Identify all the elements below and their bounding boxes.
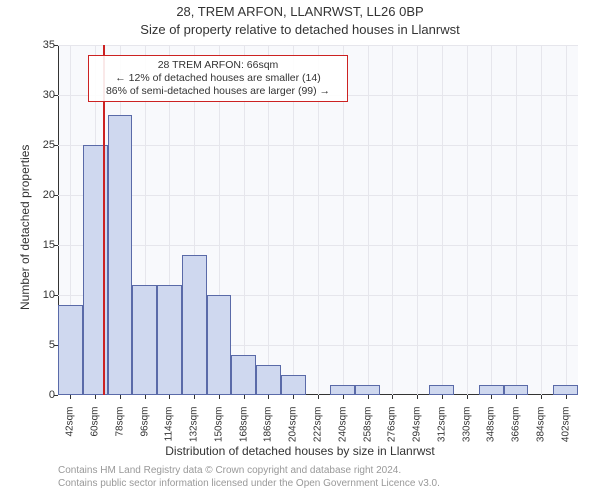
y-tick-mark (54, 395, 58, 396)
y-tick-mark (54, 195, 58, 196)
gridline-v (541, 45, 542, 395)
y-tick-mark (54, 95, 58, 96)
annotation-box: 28 TREM ARFON: 66sqm ← 12% of detached h… (88, 55, 348, 102)
histogram-bar (429, 385, 454, 395)
y-tick-mark (54, 145, 58, 146)
footer-line-1: Contains HM Land Registry data © Crown c… (58, 464, 578, 477)
histogram-bar (182, 255, 207, 395)
gridline-v (368, 45, 369, 395)
annotation-line-1: 28 TREM ARFON: 66sqm (95, 59, 341, 72)
plot-area: 28 TREM ARFON: 66sqm ← 12% of detached h… (58, 45, 578, 395)
gridline-v (491, 45, 492, 395)
histogram-bar (553, 385, 578, 395)
y-tick-mark (54, 245, 58, 246)
histogram-bar (231, 355, 256, 395)
y-tick-label: 5 (25, 339, 55, 351)
histogram-bar (108, 115, 133, 395)
annotation-line-3: 86% of semi-detached houses are larger (… (95, 85, 341, 98)
y-tick-mark (54, 345, 58, 346)
histogram-bar (157, 285, 182, 395)
histogram-bar (58, 305, 83, 395)
x-tick-mark (516, 395, 517, 399)
x-tick-mark (219, 395, 220, 399)
histogram-bar (479, 385, 504, 395)
chart-container: 28, TREM ARFON, LLANRWST, LL26 0BP Size … (0, 0, 600, 500)
y-tick-label: 0 (25, 389, 55, 401)
y-tick-label: 35 (25, 39, 55, 51)
gridline-v (467, 45, 468, 395)
histogram-bar (330, 385, 355, 395)
x-tick-mark (442, 395, 443, 399)
x-tick-mark (95, 395, 96, 399)
gridline-v (417, 45, 418, 395)
y-tick-label: 30 (25, 89, 55, 101)
x-tick-mark (417, 395, 418, 399)
x-tick-mark (70, 395, 71, 399)
y-tick-mark (54, 295, 58, 296)
x-tick-mark (268, 395, 269, 399)
footer-attribution: Contains HM Land Registry data © Crown c… (58, 464, 578, 490)
y-axis-label: Number of detached properties (18, 145, 32, 310)
histogram-bar (281, 375, 306, 395)
x-tick-mark (244, 395, 245, 399)
x-tick-mark (392, 395, 393, 399)
histogram-bar (355, 385, 380, 395)
x-axis-label: Distribution of detached houses by size … (0, 444, 600, 458)
gridline-v (442, 45, 443, 395)
histogram-bar (504, 385, 529, 395)
histogram-bar (132, 285, 157, 395)
x-tick-mark (566, 395, 567, 399)
histogram-bar (207, 295, 232, 395)
x-tick-mark (318, 395, 319, 399)
annotation-line-2: ← 12% of detached houses are smaller (14… (95, 72, 341, 85)
x-tick-mark (169, 395, 170, 399)
x-tick-mark (194, 395, 195, 399)
gridline-v (566, 45, 567, 395)
gridline-v (392, 45, 393, 395)
y-tick-mark (54, 45, 58, 46)
title-line-1: 28, TREM ARFON, LLANRWST, LL26 0BP (0, 4, 600, 19)
x-tick-mark (293, 395, 294, 399)
x-tick-mark (368, 395, 369, 399)
x-tick-mark (541, 395, 542, 399)
gridline-v (516, 45, 517, 395)
x-tick-mark (120, 395, 121, 399)
footer-line-2: Contains public sector information licen… (58, 477, 578, 490)
x-tick-mark (343, 395, 344, 399)
x-tick-mark (491, 395, 492, 399)
title-line-2: Size of property relative to detached ho… (0, 22, 600, 37)
x-tick-mark (145, 395, 146, 399)
histogram-bar (256, 365, 281, 395)
x-tick-mark (467, 395, 468, 399)
